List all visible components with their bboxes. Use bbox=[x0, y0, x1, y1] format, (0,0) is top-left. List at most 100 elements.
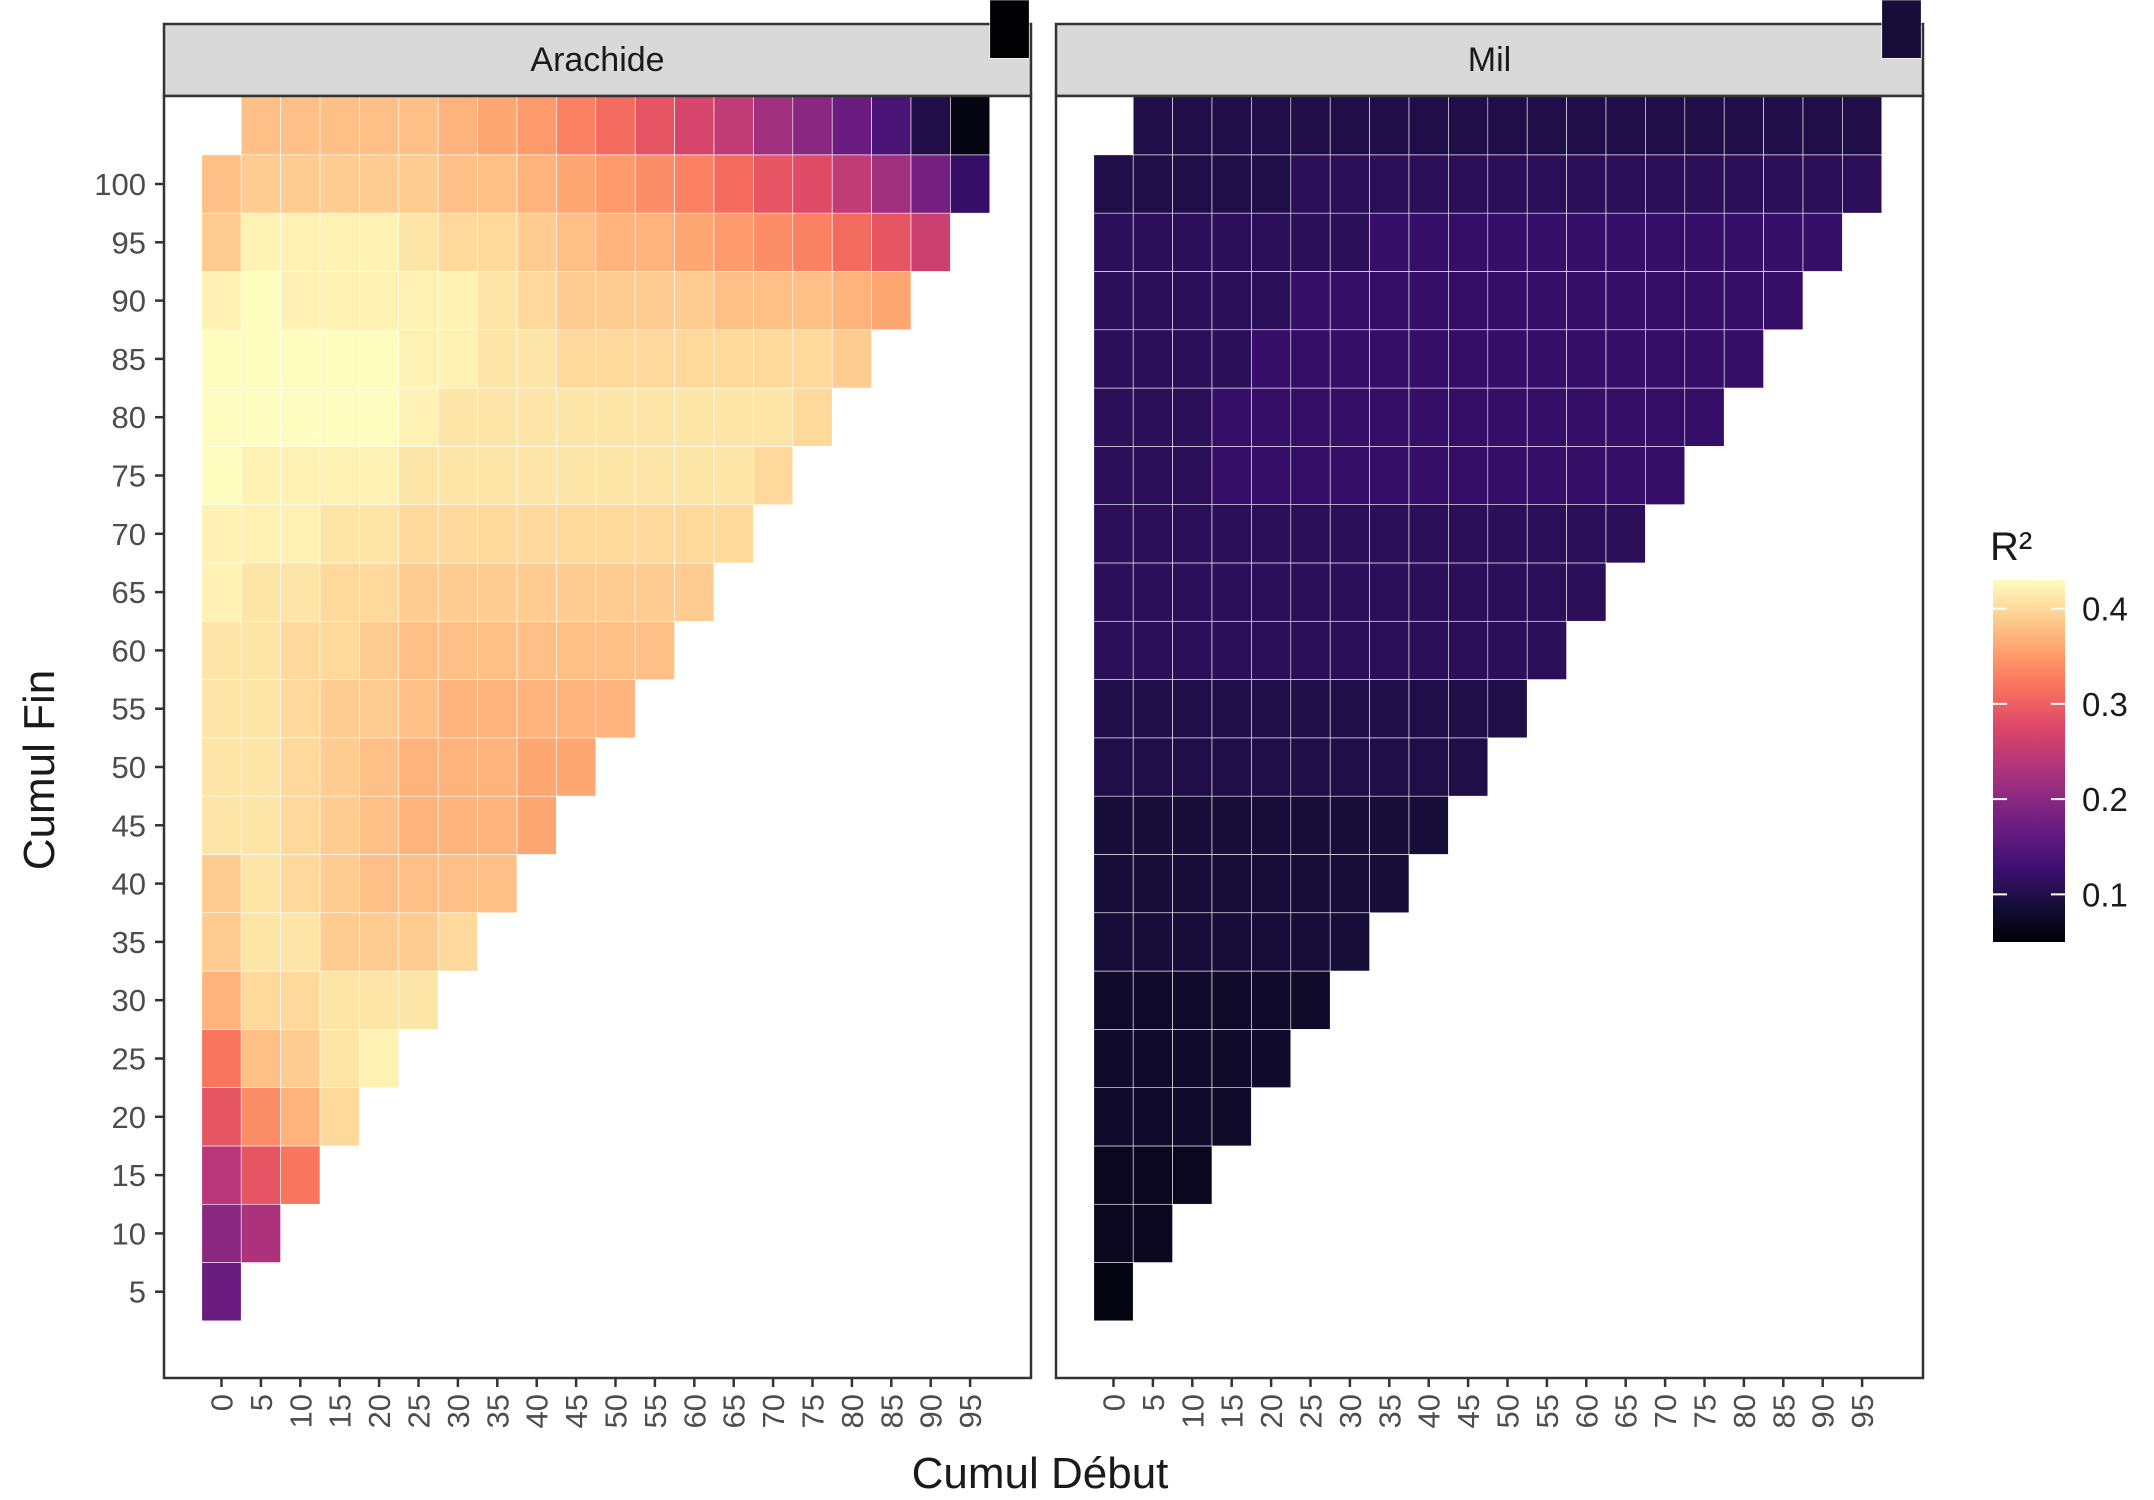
y-tick-label: 30 bbox=[112, 983, 146, 1018]
heatmap-cell bbox=[1448, 212, 1489, 272]
heatmap-cell bbox=[1251, 329, 1292, 389]
legend-tick-label: 0.2 bbox=[2082, 781, 2128, 818]
heatmap-cell bbox=[1132, 504, 1173, 564]
x-tick-label: 5 bbox=[1136, 1394, 1171, 1411]
heatmap-cell bbox=[240, 154, 281, 214]
heatmap-cell bbox=[1251, 1029, 1292, 1088]
heatmap-cell bbox=[713, 387, 754, 447]
heatmap-cell bbox=[1448, 679, 1489, 739]
heatmap-cell bbox=[359, 329, 400, 389]
heatmap-cell bbox=[477, 446, 518, 505]
heatmap-cell bbox=[359, 504, 400, 564]
heatmap-cell bbox=[398, 679, 439, 739]
heatmap-cell bbox=[1211, 212, 1252, 272]
heatmap-cell bbox=[240, 96, 281, 156]
heatmap-cell bbox=[1172, 1029, 1213, 1088]
heatmap-cell bbox=[1802, 96, 1843, 156]
panel-border bbox=[162, 94, 1033, 1380]
heatmap-cell bbox=[1132, 620, 1173, 680]
heatmap-cell bbox=[201, 1145, 242, 1205]
heatmap-cell bbox=[1566, 562, 1607, 622]
heatmap-cell bbox=[398, 154, 439, 214]
heatmap-cell bbox=[1132, 1203, 1173, 1263]
heatmap-cell bbox=[280, 446, 321, 505]
heatmap-cell bbox=[1093, 1145, 1134, 1205]
heatmap-cell bbox=[1172, 446, 1213, 505]
heatmap-cell bbox=[1408, 562, 1449, 622]
heatmap-cell bbox=[556, 679, 597, 739]
heatmap-cell bbox=[1369, 854, 1410, 914]
heatmap-cell bbox=[634, 329, 675, 389]
heatmap-cell bbox=[1329, 212, 1370, 272]
heatmap-cell bbox=[201, 387, 242, 447]
heatmap-cell bbox=[713, 212, 754, 272]
heatmap-cell bbox=[1093, 446, 1134, 505]
heatmap-cell bbox=[1526, 504, 1567, 564]
heatmap-cell bbox=[1487, 154, 1528, 214]
heatmap-cell bbox=[792, 96, 833, 156]
heatmap-cell bbox=[1251, 562, 1292, 622]
heatmap-cell bbox=[634, 212, 675, 272]
heatmap-cell bbox=[1172, 679, 1213, 739]
heatmap-cell bbox=[516, 446, 557, 505]
heatmap-cell bbox=[831, 154, 872, 214]
heatmap-cell bbox=[1408, 620, 1449, 680]
heatmap-cell bbox=[1093, 1087, 1134, 1147]
heatmap-cell bbox=[201, 562, 242, 622]
heatmap-cell bbox=[437, 562, 478, 622]
x-tick-label: 75 bbox=[1688, 1394, 1723, 1428]
heatmap-cell bbox=[201, 1203, 242, 1263]
heatmap-cell bbox=[1487, 329, 1528, 389]
heatmap-cell bbox=[1487, 271, 1528, 331]
heatmap-cell bbox=[477, 737, 518, 797]
heatmap-cell bbox=[1566, 387, 1607, 447]
x-tick-label: 80 bbox=[1727, 1394, 1762, 1428]
heatmap-cell bbox=[240, 212, 281, 272]
heatmap-cell bbox=[1211, 96, 1252, 156]
x-tick-label: 80 bbox=[835, 1394, 870, 1428]
heatmap-cell bbox=[1172, 562, 1213, 622]
heatmap-cell bbox=[1526, 329, 1567, 389]
heatmap-cell bbox=[516, 562, 557, 622]
heatmap-cell bbox=[1605, 154, 1646, 214]
heatmap-cell bbox=[556, 329, 597, 389]
heatmap-cell bbox=[437, 504, 478, 564]
x-tick-label: 95 bbox=[953, 1394, 988, 1428]
x-tick-label: 10 bbox=[1175, 1394, 1210, 1428]
x-tick-label: 35 bbox=[1372, 1394, 1407, 1428]
heatmap-cell bbox=[1211, 271, 1252, 331]
heatmap-cell bbox=[437, 387, 478, 447]
facet-strip bbox=[162, 22, 1033, 98]
x-tick-label: 5 bbox=[244, 1394, 279, 1411]
heatmap-cells bbox=[201, 0, 1030, 1322]
heatmap-cell bbox=[674, 96, 715, 156]
heatmap-cell bbox=[1132, 96, 1173, 156]
heatmap-cell bbox=[1842, 154, 1883, 214]
x-tick-label: 70 bbox=[1648, 1394, 1683, 1428]
panel-border bbox=[1054, 94, 1925, 1380]
heatmap-cell bbox=[674, 271, 715, 331]
heatmap-cell bbox=[359, 446, 400, 505]
heatmap-cell bbox=[1566, 271, 1607, 331]
heatmap-cell bbox=[319, 329, 360, 389]
x-tick-label: 50 bbox=[1491, 1394, 1526, 1428]
heatmap-cell bbox=[359, 795, 400, 855]
heatmap-cell bbox=[1132, 387, 1173, 447]
y-tick-label: 80 bbox=[112, 400, 146, 435]
heatmap-cell bbox=[595, 620, 636, 680]
heatmap-cell bbox=[201, 446, 242, 505]
x-tick-label: 65 bbox=[717, 1394, 752, 1428]
heatmap-cell bbox=[753, 154, 794, 214]
heatmap-cell bbox=[1763, 96, 1804, 156]
heatmap-cell bbox=[359, 562, 400, 622]
heatmap-cell bbox=[792, 387, 833, 447]
heatmap-cell bbox=[477, 271, 518, 331]
heatmap-cell bbox=[1290, 970, 1331, 1030]
x-tick-label: 20 bbox=[362, 1394, 397, 1428]
heatmap-cell bbox=[556, 620, 597, 680]
heatmap-cell bbox=[1329, 854, 1370, 914]
heatmap-cell bbox=[1566, 212, 1607, 272]
heatmap-cell bbox=[240, 970, 281, 1030]
heatmap-cell bbox=[1448, 620, 1489, 680]
